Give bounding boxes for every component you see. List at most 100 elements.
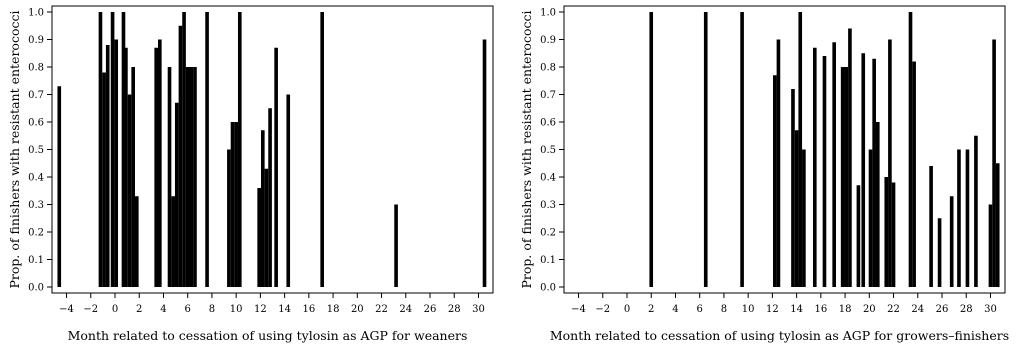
bar — [189, 67, 194, 287]
chart-panel-1: 0.00.10.20.30.40.50.60.70.80.91.0−4 −2 0 2 4… — [7, 5, 494, 343]
bar — [260, 130, 265, 287]
x-tick-label: 18 — [327, 304, 340, 315]
x-tick-label: 24 — [399, 304, 412, 315]
x-axis-title: Month related to cessation of using tylo… — [550, 328, 1009, 343]
x-tick-label: 22 — [375, 304, 388, 315]
bar — [776, 39, 781, 287]
bar — [154, 47, 159, 287]
bar — [868, 149, 873, 287]
bar — [105, 45, 110, 287]
bar — [891, 182, 896, 287]
x-tick-label: 10 — [742, 304, 755, 315]
x-tick-label: 4 — [672, 304, 678, 315]
y-tick-label: 0.5 — [28, 145, 44, 156]
x-tick-label: 20 — [863, 304, 876, 315]
bar — [320, 12, 324, 287]
bar — [234, 122, 238, 287]
bar — [802, 149, 806, 287]
y-tick-label: 0.7 — [28, 90, 44, 101]
bar — [394, 204, 398, 287]
bar — [988, 204, 993, 287]
x-tick-label: 18 — [839, 304, 852, 315]
bar — [848, 28, 852, 287]
bar — [121, 12, 126, 287]
y-tick-label: 1.0 — [28, 8, 44, 19]
bar — [482, 39, 487, 287]
bar — [114, 39, 119, 287]
y-tick-label: 0.2 — [540, 228, 556, 239]
bar — [791, 89, 795, 287]
bar — [844, 67, 849, 287]
x-tick-label: 6 — [697, 304, 703, 315]
bar — [102, 72, 106, 287]
bar — [798, 12, 803, 287]
bar — [230, 122, 235, 287]
bar — [127, 94, 132, 287]
x-tick-label: 16 — [814, 304, 827, 315]
bar — [124, 47, 128, 287]
bar — [193, 67, 197, 287]
bar — [884, 177, 889, 287]
y-tick-label: 0.9 — [28, 35, 44, 46]
bar — [268, 108, 272, 287]
y-tick-label: 0.3 — [28, 200, 44, 211]
bar — [98, 12, 103, 287]
plot-frame — [51, 5, 494, 294]
x-tick-label: 0 — [112, 304, 118, 315]
bar — [812, 47, 817, 287]
x-tick-label: −2 — [83, 304, 98, 315]
bar — [861, 53, 866, 287]
bar — [182, 12, 186, 287]
bar — [174, 102, 179, 287]
bar — [205, 12, 209, 287]
x-tick-label: 12 — [254, 304, 267, 315]
x-tick-label: 2 — [136, 304, 142, 315]
bar — [957, 149, 961, 287]
bar — [257, 188, 261, 287]
x-tick-label: 26 — [936, 304, 949, 315]
chart-panel-2: 0.00.10.20.30.40.50.60.70.80.91.0−4 −2 0 2 4… — [519, 5, 1009, 343]
y-axis-title: Prop. of finishers with resistant entero… — [7, 11, 22, 289]
bar — [274, 47, 278, 287]
y-tick-label: 0.0 — [28, 283, 44, 294]
bar — [974, 135, 978, 287]
y-tick-label: 0.8 — [28, 63, 44, 74]
bar — [57, 86, 62, 287]
y-tick-label: 0.4 — [540, 173, 556, 184]
x-tick-label: 4 — [160, 304, 166, 315]
bar — [185, 67, 190, 287]
bar — [908, 12, 913, 287]
x-axis-title: Month related to cessation of using tylo… — [68, 328, 468, 343]
y-axis-title: Prop. of finishers with resistant entero… — [519, 11, 534, 289]
bar — [158, 39, 162, 287]
x-tick-label: 10 — [230, 304, 243, 315]
bar — [949, 196, 954, 287]
bar — [740, 12, 744, 287]
x-tick-label: −4 — [59, 304, 74, 315]
bar — [134, 196, 139, 287]
bar — [992, 39, 996, 287]
x-tick-label: 16 — [302, 304, 315, 315]
bar — [167, 67, 172, 287]
x-tick-label: 8 — [209, 304, 215, 315]
bar — [110, 12, 115, 287]
x-tick-label: 0 — [624, 304, 630, 315]
bar — [171, 196, 175, 287]
x-tick-label: 22 — [887, 304, 900, 315]
y-tick-label: 0.6 — [540, 118, 556, 129]
bar — [832, 42, 836, 287]
x-tick-label: −2 — [595, 304, 610, 315]
bar — [912, 61, 916, 287]
bar — [772, 75, 777, 287]
bar — [872, 58, 876, 287]
x-tick-label: 24 — [911, 304, 924, 315]
bar — [937, 218, 942, 287]
y-tick-label: 0.3 — [540, 200, 556, 211]
x-tick-label: 12 — [766, 304, 779, 315]
y-tick-label: 0.5 — [540, 145, 556, 156]
bar — [840, 67, 845, 287]
x-tick-label: 6 — [185, 304, 191, 315]
x-tick-label: −4 — [571, 304, 586, 315]
